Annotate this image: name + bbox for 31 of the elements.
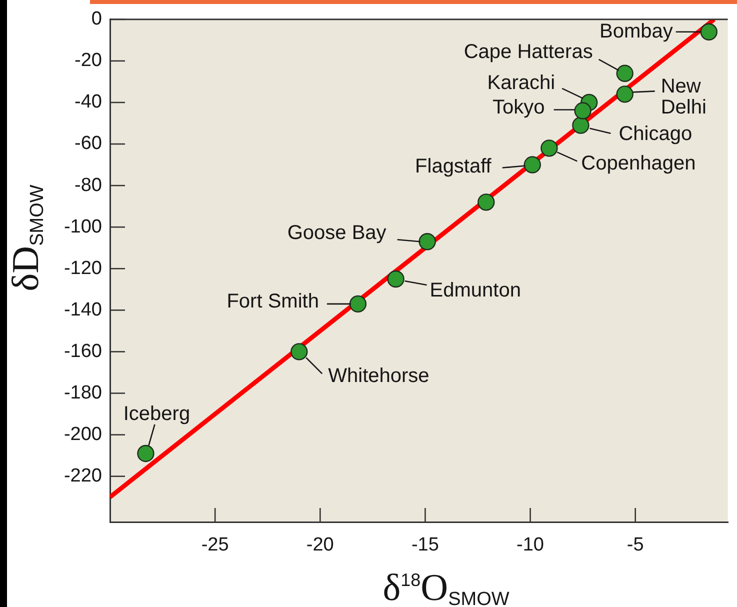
annotation: Copenhagen xyxy=(581,152,696,175)
annotation: Fort Smith xyxy=(226,290,319,312)
annotation: New Delhi xyxy=(660,76,706,119)
y-tick-label: -40 xyxy=(74,92,102,113)
x-tick-label: -25 xyxy=(201,534,229,556)
annotation: Bombay xyxy=(600,20,673,42)
y-tick-label: -60 xyxy=(74,133,102,154)
y-tick-label: -20 xyxy=(74,50,102,72)
y-tick-label: -80 xyxy=(74,174,102,196)
annotation: Karachi xyxy=(487,72,556,94)
y-tick-label: -160 xyxy=(64,340,102,362)
y-tick-label: -180 xyxy=(64,382,102,404)
y-tick-label: -140 xyxy=(64,299,102,320)
x-tick-label: -20 xyxy=(306,534,334,556)
x-tick-label: -10 xyxy=(516,534,544,556)
y-tick-label: -100 xyxy=(64,216,102,238)
x-tick-label: -5 xyxy=(626,534,644,556)
annotation: Whitehorse xyxy=(328,365,430,388)
x-axis-title: δ$^{18}$O$_{SMOW}$ xyxy=(382,567,510,607)
annotation: Flagstaff xyxy=(415,155,492,178)
y-tick-label: -120 xyxy=(64,258,102,279)
annotation: Tokyo xyxy=(492,96,545,118)
y-tick-label: 0 xyxy=(91,8,102,30)
annotation: Edmunton xyxy=(430,280,521,302)
annotation: Cape Hatteras xyxy=(464,40,593,63)
annotation: Chicago xyxy=(618,122,692,145)
x-tick-label: -15 xyxy=(411,534,439,556)
annotation: Iceberg xyxy=(123,402,190,425)
y-tick-label: -200 xyxy=(64,424,102,446)
annotation: Goose Bay xyxy=(287,222,386,244)
y-tick-label: -220 xyxy=(64,466,102,487)
